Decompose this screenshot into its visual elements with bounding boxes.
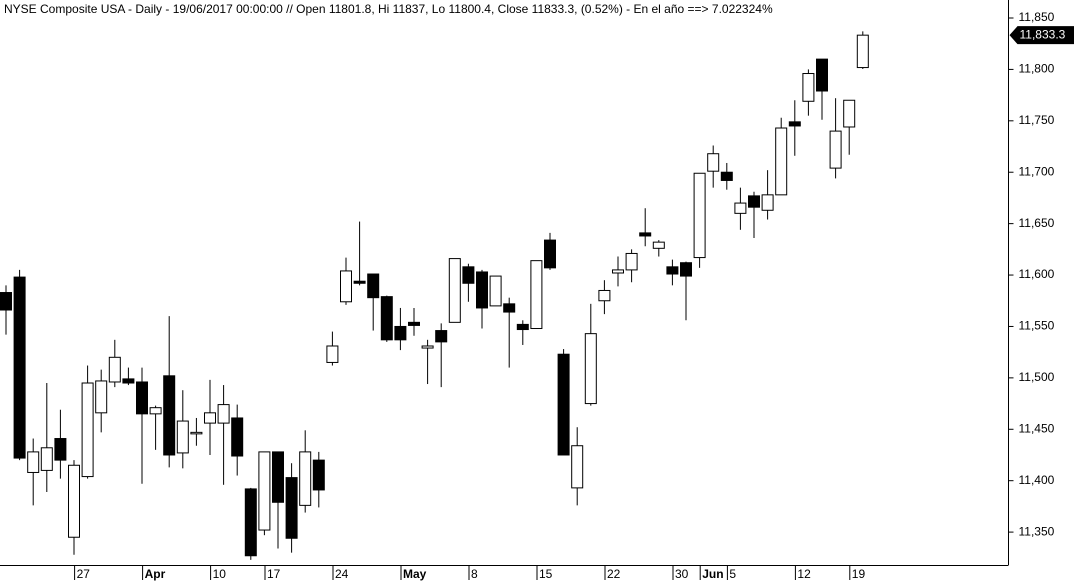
candle-body	[27, 451, 40, 473]
candle-body	[761, 194, 774, 211]
y-tick-label: 11,450	[1019, 421, 1055, 435]
candle-body	[693, 172, 706, 259]
candle-body	[489, 275, 502, 307]
y-tick-label: 11,500	[1019, 370, 1055, 384]
candle-body	[829, 130, 842, 169]
candle-body	[598, 289, 611, 302]
y-tick-label: 11,800	[1019, 62, 1055, 76]
y-tick-label: 11,750	[1019, 113, 1055, 127]
candle-body	[136, 381, 148, 415]
candle-body	[54, 438, 67, 461]
candle-body	[231, 417, 244, 457]
candle-body	[748, 195, 760, 208]
candle-body	[639, 232, 652, 237]
x-tick-label: 15	[539, 567, 553, 581]
x-tick-label: Jun	[702, 567, 723, 581]
candle-body	[462, 266, 475, 284]
candle-body	[584, 333, 597, 405]
candle-body	[612, 269, 624, 274]
candle-body	[353, 280, 366, 284]
candle-body	[448, 258, 461, 323]
x-tick-label: 10	[213, 567, 227, 581]
candle-body	[707, 153, 720, 172]
candle-body	[176, 420, 189, 454]
candle-body	[571, 445, 584, 489]
y-tick-label: 11,700	[1019, 164, 1055, 178]
candle-body	[680, 262, 692, 277]
candle-body	[734, 202, 747, 214]
x-tick-label: 5	[729, 567, 736, 581]
candle-body	[244, 488, 257, 557]
y-tick-label: 11,650	[1019, 216, 1055, 230]
candle-body	[856, 34, 869, 69]
x-tick-label: 19	[852, 567, 866, 581]
candle-body	[788, 121, 801, 127]
candle-body	[516, 323, 529, 331]
candle-body	[802, 73, 815, 102]
candle-body	[435, 330, 448, 343]
x-tick-label: Apr	[145, 567, 166, 581]
y-tick-label: 11,400	[1019, 473, 1055, 487]
candle-body	[285, 477, 298, 539]
candle-body	[272, 451, 284, 503]
candle-body	[625, 252, 638, 271]
candle-body	[775, 127, 788, 196]
candle-body	[149, 407, 162, 415]
candle-body	[40, 447, 53, 471]
candle-body	[0, 292, 12, 311]
candle-body	[68, 464, 80, 538]
candle-body	[340, 270, 352, 303]
candle-body	[557, 353, 570, 456]
x-tick-label: 24	[335, 567, 349, 581]
x-tick-label: 30	[675, 567, 689, 581]
x-tick-label: 12	[797, 567, 811, 581]
x-tick-label: May	[403, 567, 427, 581]
y-tick-label: 11,850	[1019, 10, 1055, 24]
y-tick-label: 11,350	[1019, 524, 1055, 538]
candle-body	[720, 171, 733, 181]
candle-body	[326, 345, 339, 363]
candle-body	[367, 273, 380, 299]
candle-body	[81, 382, 94, 478]
candle-body	[544, 239, 556, 269]
candle-body	[163, 375, 176, 456]
candle-body	[380, 296, 393, 341]
candle-body	[816, 58, 828, 92]
candle-body	[666, 266, 679, 275]
candle-body	[13, 276, 26, 459]
candle-body	[421, 345, 434, 349]
last-price-label: 11,833.3	[1020, 27, 1066, 41]
candle-body	[408, 321, 420, 326]
candle-body	[394, 325, 407, 341]
candle-body	[122, 378, 135, 384]
chart-title: NYSE Composite USA - Daily - 19/06/2017 …	[4, 2, 773, 16]
candle-body	[108, 356, 121, 383]
x-tick-label: 27	[77, 567, 91, 581]
candle-body	[299, 451, 312, 506]
y-tick-label: 11,550	[1019, 319, 1055, 333]
candle-body	[258, 451, 271, 531]
y-tick-label: 11,600	[1019, 267, 1055, 281]
candle-body	[530, 260, 543, 330]
candle-body	[204, 412, 216, 424]
x-tick-label: 17	[267, 567, 281, 581]
x-tick-label: 22	[607, 567, 621, 581]
candle-body	[503, 303, 516, 313]
candle-body	[217, 404, 230, 424]
candle-body	[652, 241, 665, 249]
last-price-box	[1009, 26, 1074, 45]
candle-body	[95, 380, 108, 414]
candle-body	[843, 99, 856, 128]
candle-body	[190, 431, 203, 435]
candle-body	[312, 459, 325, 491]
candle-body	[476, 271, 488, 309]
x-tick-label: 8	[471, 567, 478, 581]
